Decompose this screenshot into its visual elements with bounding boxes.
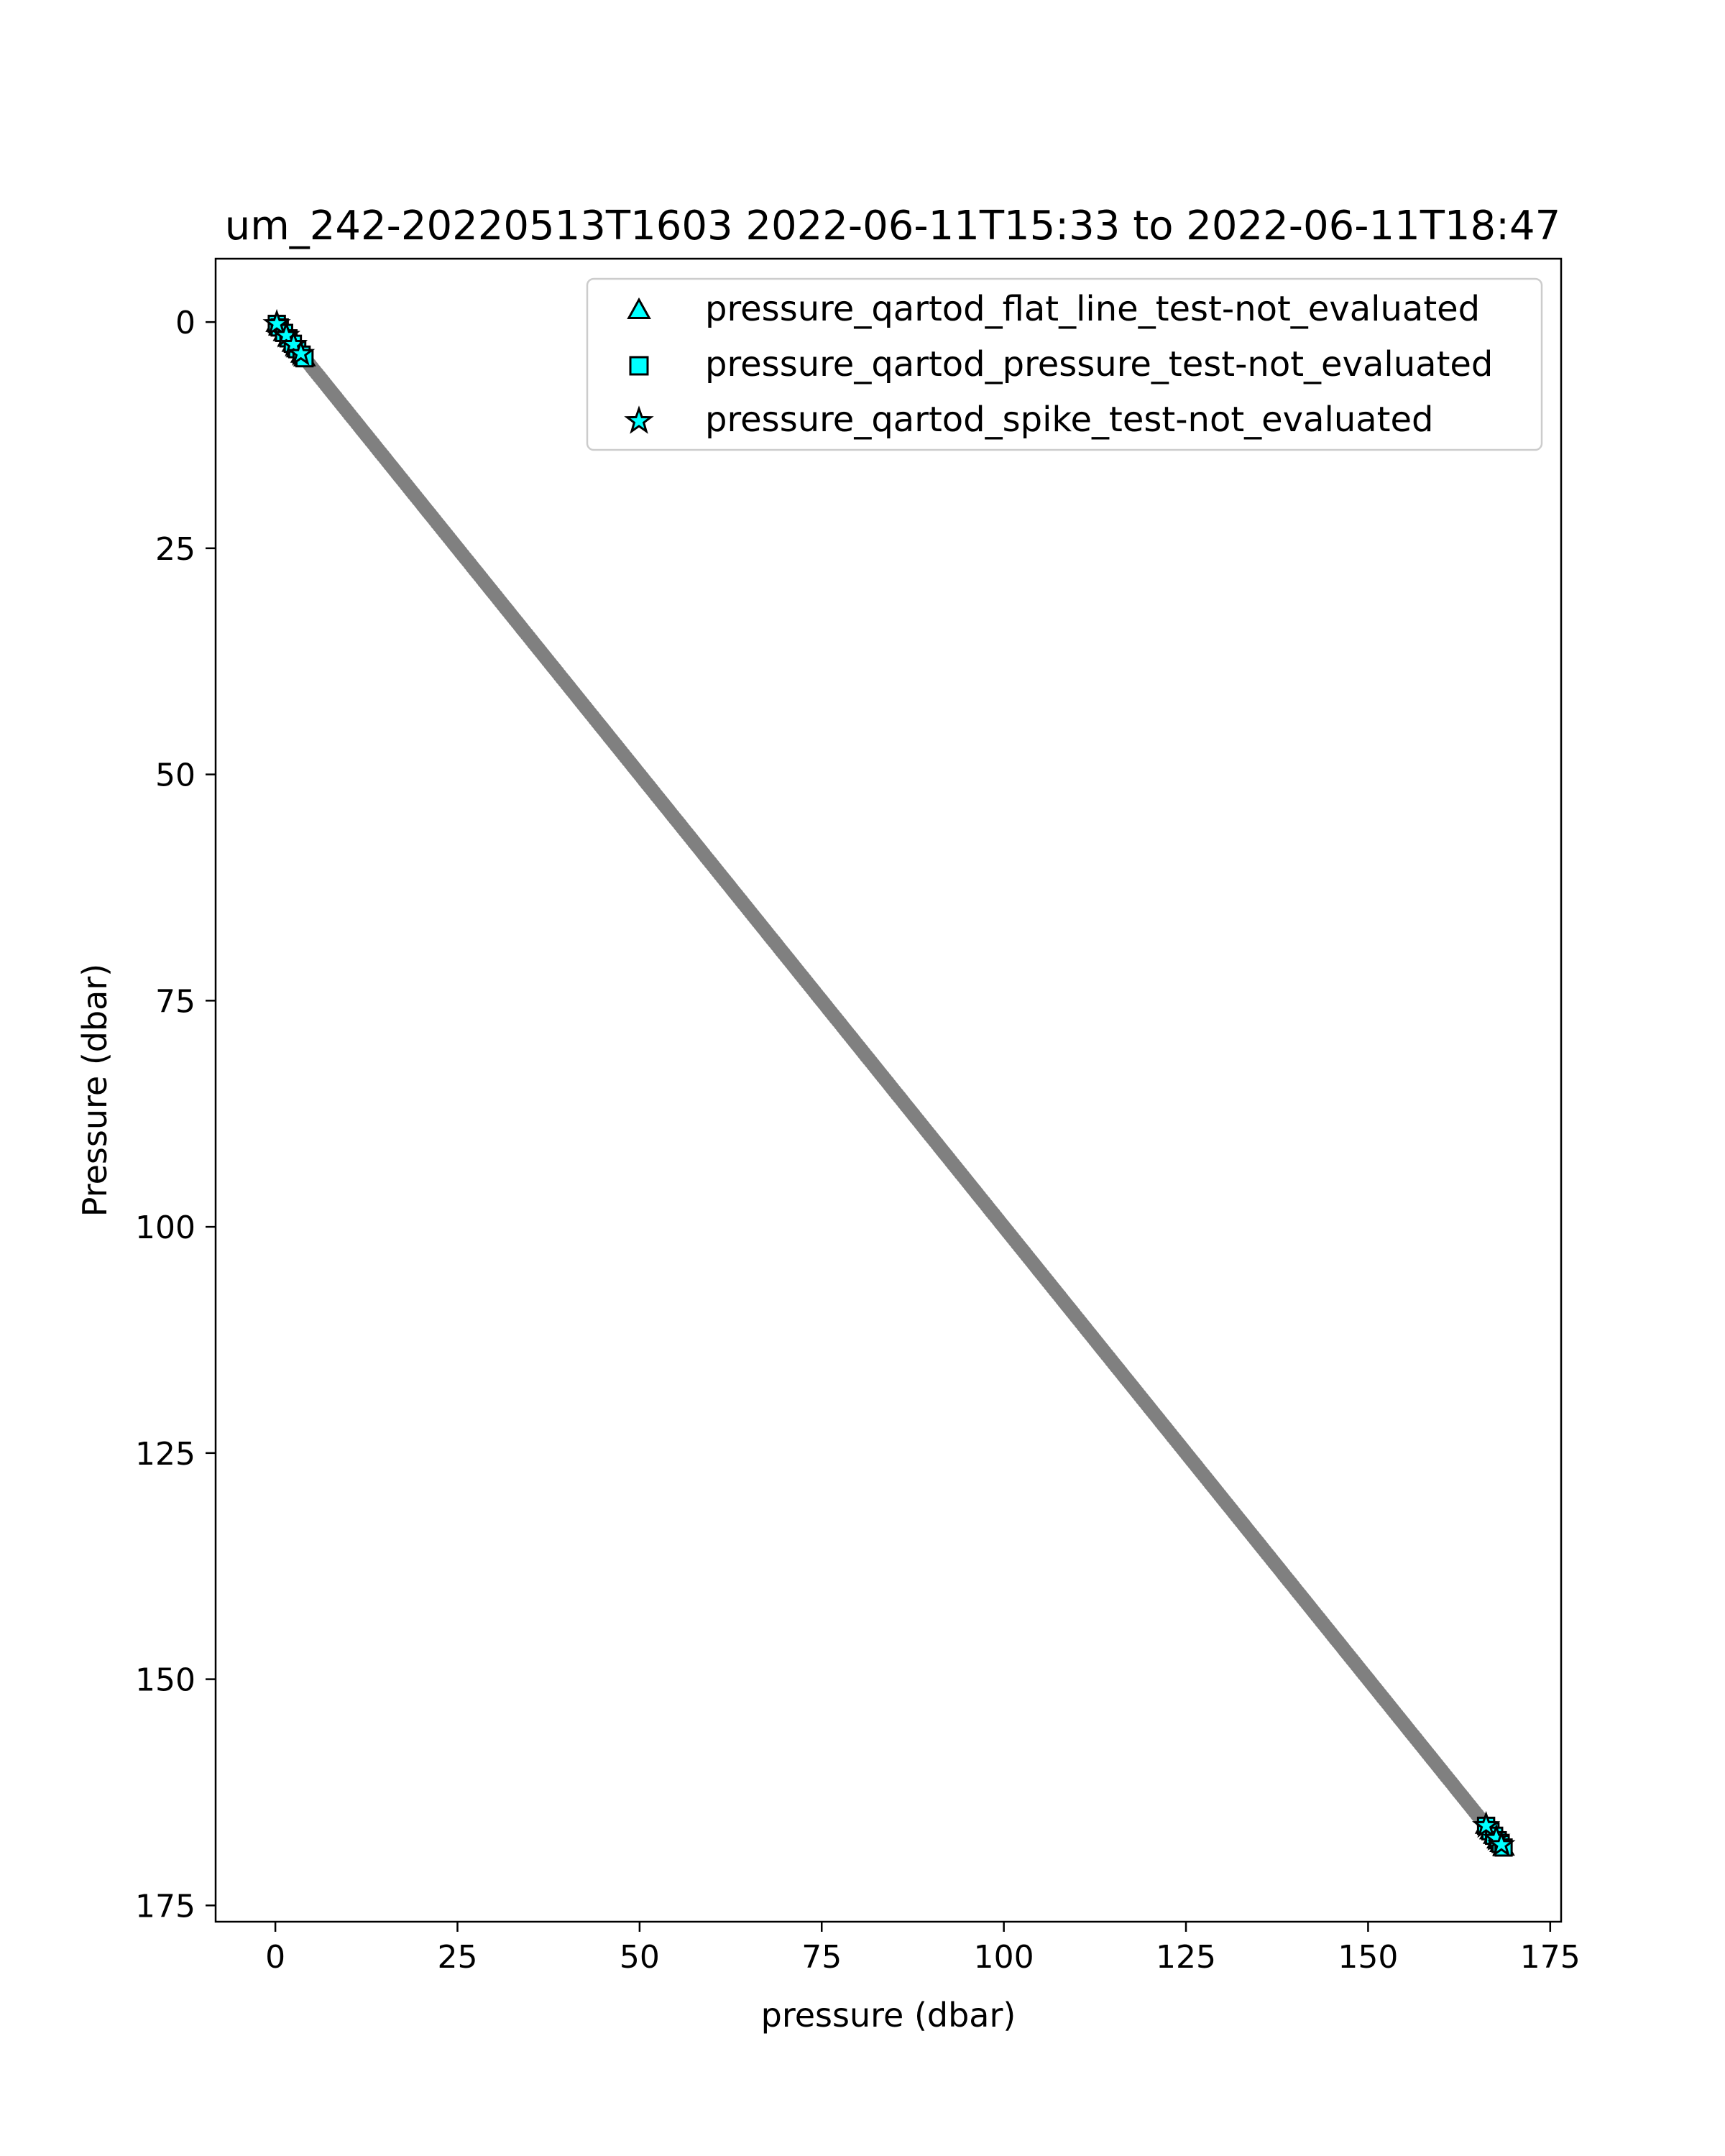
x-tick-label: 125 [1156,1939,1216,1976]
y-tick-label: 125 [135,1436,196,1473]
y-tick-label: 100 [135,1210,196,1246]
legend-marker-square [629,356,649,376]
y-tick-label: 0 [175,305,196,341]
x-tick-label: 175 [1520,1939,1581,1976]
legend-label: pressure_qartod_flat_line_test-not_evalu… [705,289,1480,329]
axes-frame [214,257,1563,1923]
legend-label: pressure_qartod_pressure_test-not_evalua… [705,344,1493,384]
x-tick-label: 50 [620,1939,660,1976]
axis-ticks: 0 25 50 75 100 125 150 175 0 25 50 75 100 125 150 175 [135,305,1581,1976]
y-tick-label: 50 [155,757,196,794]
spike-test-marker [1471,1810,1501,1838]
x-tick-label: 150 [1338,1939,1398,1976]
x-tick-label: 0 [265,1939,285,1976]
legend: pressure_qartod_flat_line_test-not_evalu… [586,277,1543,451]
y-tick-label: 175 [135,1888,196,1925]
chart-title: um_242-20220513T1603 2022-06-11T15:33 to… [225,203,1561,249]
y-axis-label: Pressure (dbar) [75,964,114,1217]
spike-test-marker [262,308,291,336]
y-tick-label: 25 [155,531,196,568]
plot-area [262,308,1516,1857]
legend-marker-star [624,405,654,434]
spike-test-marker [1487,1830,1516,1857]
legend-label: pressure_qartod_spike_test-not_evaluated [705,400,1433,440]
x-tick-label: 25 [437,1939,477,1976]
x-axis-label: pressure (dbar) [761,1996,1016,2035]
y-tick-label: 75 [155,983,196,1020]
spike-test-marker [286,338,316,366]
x-tick-label: 100 [974,1939,1034,1976]
x-tick-label: 75 [801,1939,842,1976]
legend-marker-triangle [627,297,651,319]
y-tick-label: 150 [135,1662,196,1699]
legend-box [586,277,1543,451]
